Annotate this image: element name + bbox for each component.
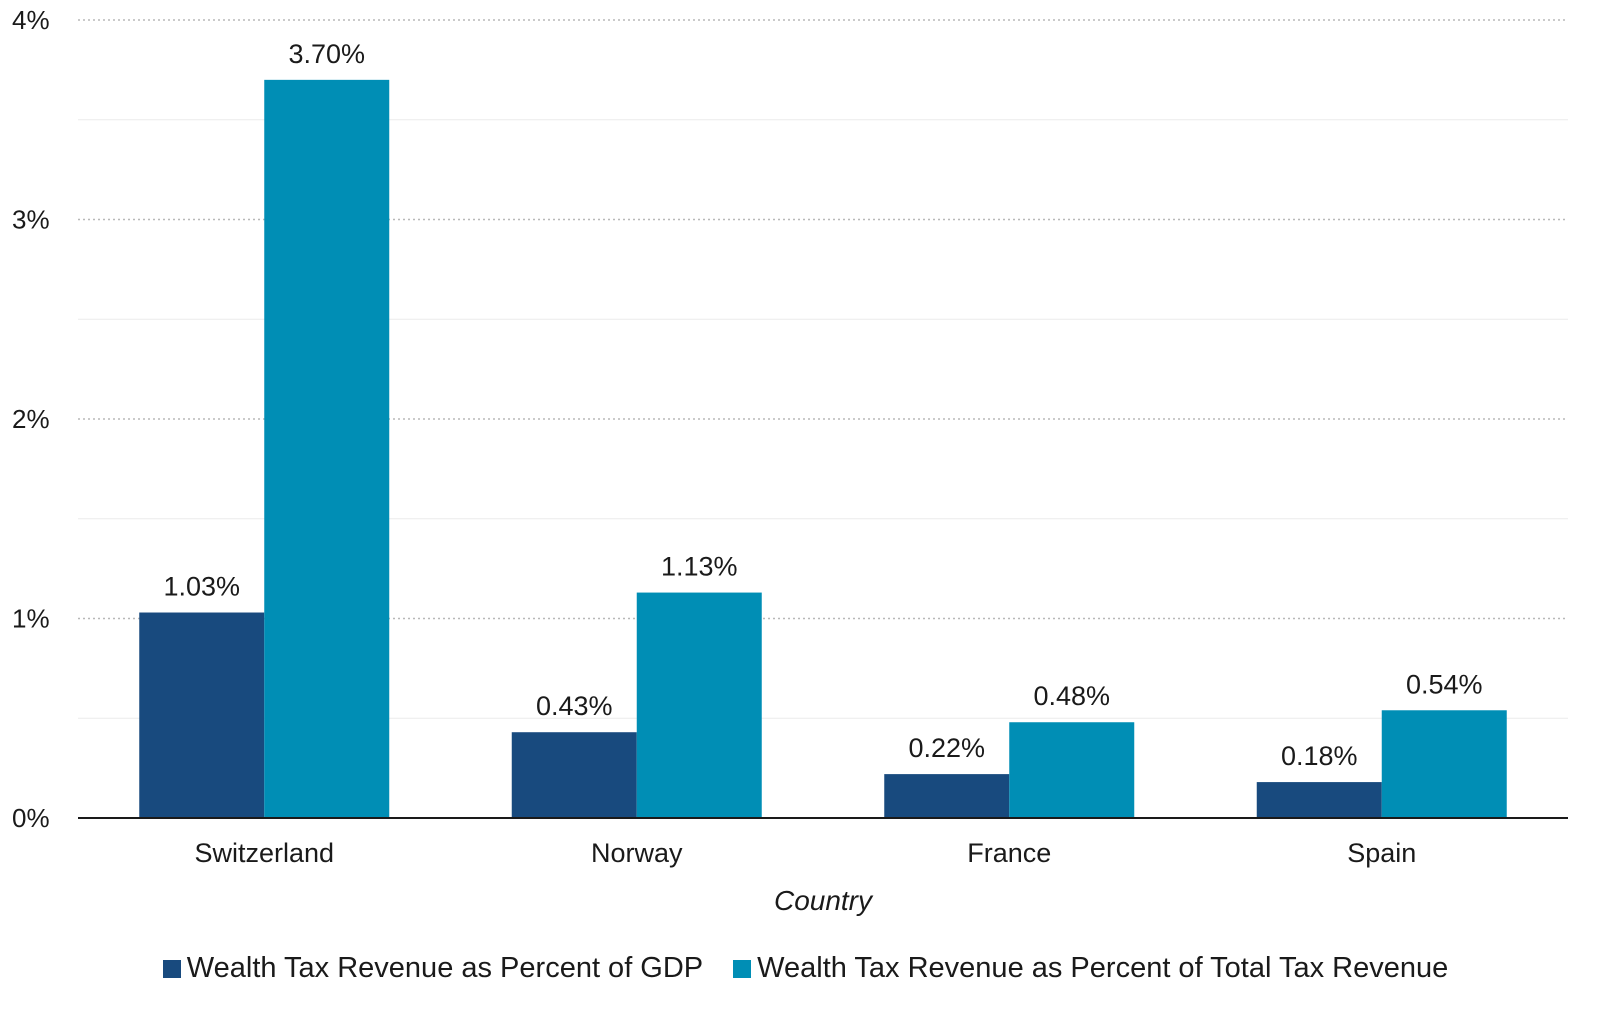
bars — [139, 79, 1507, 819]
y-axis-ticks: 0% 1% 2% 3% 4% — [12, 5, 50, 833]
data-label: 1.13% — [661, 552, 738, 582]
data-label: 3.70% — [288, 39, 365, 69]
data-label: 0.48% — [1033, 681, 1110, 711]
legend-swatch-total-tax — [733, 959, 752, 978]
y-tick-label: 1% — [12, 604, 50, 634]
x-axis-categories: Switzerland Norway France Spain — [194, 838, 1416, 868]
data-label: 0.22% — [908, 733, 985, 763]
y-tick-label: 0% — [12, 803, 50, 833]
legend-swatch-gdp — [162, 959, 181, 978]
bar — [511, 732, 637, 818]
x-tick-label: Norway — [591, 838, 683, 868]
bar — [264, 79, 390, 819]
y-tick-label: 4% — [12, 5, 50, 35]
y-tick-label: 2% — [12, 404, 50, 434]
x-tick-label: Switzerland — [194, 838, 334, 868]
bar — [1256, 782, 1382, 818]
y-tick-label: 3% — [12, 205, 50, 235]
data-label: 1.03% — [163, 572, 240, 602]
bar — [884, 774, 1010, 818]
x-tick-label: Spain — [1347, 838, 1416, 868]
bar — [1009, 722, 1135, 818]
data-label: 0.18% — [1281, 741, 1358, 771]
x-axis-title: Country — [774, 885, 874, 916]
bar — [636, 592, 762, 818]
legend: Wealth Tax Revenue as Percent of GDP Wea… — [0, 952, 1611, 985]
data-label: 0.54% — [1406, 669, 1483, 699]
x-tick-label: France — [967, 838, 1051, 868]
legend-label-gdp: Wealth Tax Revenue as Percent of GDP — [186, 952, 704, 984]
data-label: 0.43% — [536, 691, 613, 721]
legend-item-total-tax: Wealth Tax Revenue as Percent of Total T… — [733, 952, 1448, 985]
legend-item-gdp: Wealth Tax Revenue as Percent of GDP — [162, 952, 704, 985]
bar — [139, 612, 265, 818]
legend-label-total-tax: Wealth Tax Revenue as Percent of Total T… — [757, 952, 1449, 984]
bar — [1381, 710, 1507, 818]
value-labels: 1.03% 3.70% 0.43% 1.13% 0.22% 0.48% 0.18% 0.54% — [163, 39, 1482, 771]
